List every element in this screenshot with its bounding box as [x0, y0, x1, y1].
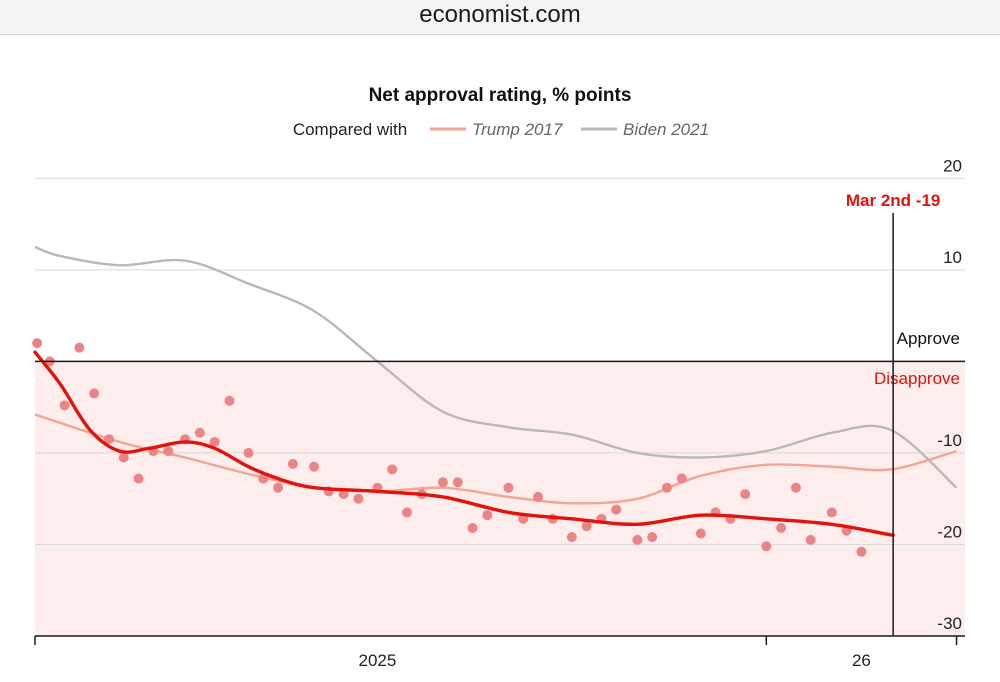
poll-point: [133, 473, 144, 484]
poll-point: [59, 400, 70, 411]
poll-point: [258, 473, 269, 484]
legend-label-biden-2021: Biden 2021: [623, 120, 709, 139]
browser-address-bar[interactable]: economist.com: [0, 0, 1000, 35]
poll-point: [761, 541, 772, 552]
poll-point: [566, 532, 577, 543]
poll-point: [89, 388, 100, 399]
poll-point: [533, 491, 544, 502]
poll-point: [826, 507, 837, 518]
poll-point: [467, 522, 478, 533]
poll-point: [353, 493, 364, 504]
poll-point: [118, 452, 129, 463]
poll-point: [805, 534, 816, 545]
poll-point: [695, 528, 706, 539]
poll-point: [273, 482, 284, 493]
date-marker-label: Mar 2nd -19: [846, 191, 940, 210]
series-line-biden-2021: [34, 245, 958, 489]
x-tick-label: 2025: [358, 651, 396, 670]
poll-point: [163, 446, 174, 457]
poll-point: [338, 489, 349, 500]
poll-point: [287, 458, 298, 469]
url-text: economist.com: [419, 1, 581, 28]
y-tick-label: -10: [937, 431, 962, 450]
poll-point: [103, 434, 114, 445]
approve-zone-label: Approve: [897, 329, 960, 348]
y-tick-label: 20: [943, 156, 962, 175]
poll-point: [32, 338, 43, 349]
poll-point: [856, 546, 867, 557]
poll-point: [209, 436, 220, 447]
poll-point: [452, 477, 463, 488]
poll-point: [661, 482, 672, 493]
poll-point: [632, 534, 643, 545]
x-axis-ticks: 2025 26: [34, 636, 958, 670]
series-line-current-trend: [33, 350, 895, 537]
poll-point: [676, 473, 687, 484]
poll-point: [402, 507, 412, 518]
y-tick-label: -30: [937, 614, 962, 633]
poll-point: [790, 482, 801, 493]
poll-point: [647, 532, 658, 543]
chart-title: Net approval rating, % points: [369, 85, 632, 106]
poll-point: [437, 477, 448, 488]
poll-points: [32, 338, 867, 557]
poll-point: [243, 447, 254, 458]
poll-point: [776, 522, 787, 533]
poll-point: [503, 482, 514, 493]
poll-point: [611, 504, 622, 515]
y-tick-label: 10: [943, 248, 962, 267]
poll-point: [74, 342, 85, 353]
legend-prefix: Compared with: [293, 120, 407, 139]
poll-point: [224, 395, 235, 406]
series-line-trump-2017: [34, 413, 957, 505]
disapprove-zone-label: Disapprove: [874, 369, 960, 388]
x-tick-label: 26: [852, 651, 871, 670]
legend: Compared with Trump 2017 Biden 2021: [293, 120, 709, 139]
disapprove-zone: [35, 361, 965, 636]
poll-point: [581, 521, 592, 532]
legend-label-trump-2017: Trump 2017: [472, 120, 563, 139]
poll-point: [194, 427, 205, 438]
poll-point: [740, 489, 751, 500]
y-axis-tick-labels: 20 10 -10 -20 -30: [937, 156, 962, 633]
poll-point: [482, 510, 493, 521]
poll-point: [387, 464, 398, 475]
poll-point: [309, 461, 319, 472]
y-tick-label: -20: [937, 522, 962, 541]
